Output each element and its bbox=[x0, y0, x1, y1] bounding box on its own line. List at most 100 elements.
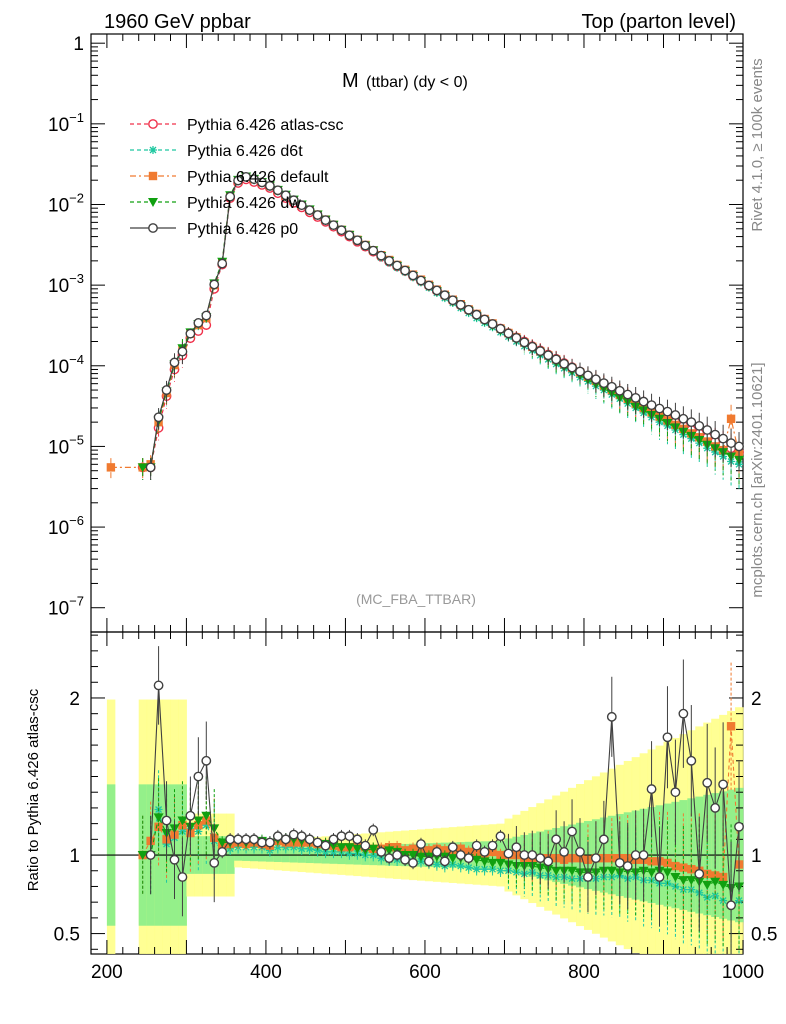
ratio-point bbox=[456, 862, 465, 871]
ratio-point bbox=[369, 851, 378, 860]
collider-label: 1960 GeV ppbar bbox=[104, 11, 251, 33]
data-point bbox=[439, 290, 450, 301]
ratio-point bbox=[511, 842, 522, 853]
ratio-point bbox=[217, 838, 228, 848]
data-point bbox=[328, 220, 339, 231]
rivet-label: Rivet 4.1.0, ≥ 100k events bbox=[749, 58, 766, 231]
ratio-point bbox=[344, 843, 355, 853]
ratio-point bbox=[535, 853, 546, 864]
data-point bbox=[145, 462, 156, 473]
data-point bbox=[670, 410, 681, 420]
data-point bbox=[201, 310, 212, 321]
data-point bbox=[535, 346, 546, 357]
data-point bbox=[408, 270, 418, 281]
ratio-series-p0 bbox=[145, 646, 744, 954]
ratio-point bbox=[376, 847, 387, 857]
data-point bbox=[638, 396, 649, 407]
y-tick-base: 10 bbox=[48, 437, 69, 458]
analysis-watermark: (MC_FBA_TTBAR) bbox=[356, 591, 476, 607]
ratio-point bbox=[495, 858, 506, 868]
data-point bbox=[312, 210, 323, 220]
ratio-point bbox=[408, 857, 418, 868]
data-point bbox=[567, 362, 577, 373]
y-tick-label: 10−7 bbox=[48, 594, 84, 620]
data-point bbox=[249, 174, 259, 185]
data-point bbox=[471, 309, 482, 320]
ratio-point bbox=[154, 822, 163, 831]
data-point bbox=[265, 180, 275, 191]
data-point bbox=[392, 260, 403, 271]
ratio-point bbox=[455, 850, 466, 860]
data-point bbox=[209, 279, 220, 290]
data-point bbox=[217, 258, 228, 269]
y-tick-exponent: −7 bbox=[69, 594, 84, 609]
ratio-point bbox=[265, 837, 275, 848]
data-point bbox=[551, 354, 562, 365]
data-point bbox=[296, 200, 307, 211]
y-tick-base: 10 bbox=[48, 357, 69, 378]
series-p0 bbox=[145, 171, 744, 480]
ratio-point bbox=[447, 854, 458, 864]
ratio-point bbox=[169, 854, 180, 865]
ratio-point bbox=[288, 829, 299, 840]
ratio-point bbox=[694, 868, 705, 879]
ratio-point bbox=[400, 854, 410, 865]
ratio-point bbox=[177, 872, 188, 882]
ratio-y-tick-label-right: 2 bbox=[751, 689, 762, 710]
data-point bbox=[591, 374, 601, 385]
ratio-point bbox=[479, 847, 490, 857]
ratio-point bbox=[559, 847, 569, 857]
ratio-point bbox=[384, 853, 395, 864]
y-tick-exponent: −5 bbox=[69, 432, 84, 447]
ratio-point bbox=[551, 834, 562, 845]
ratio-point bbox=[630, 850, 641, 860]
y-tick-base: 10 bbox=[48, 115, 69, 136]
data-point bbox=[304, 205, 315, 216]
ratio-point bbox=[463, 853, 474, 864]
data-point bbox=[193, 318, 204, 328]
ratio-point bbox=[702, 777, 713, 788]
process-label: Top (parton level) bbox=[581, 11, 736, 33]
ratio-point bbox=[137, 851, 148, 861]
ratio-point bbox=[201, 755, 212, 766]
ratio-point bbox=[614, 857, 625, 868]
ratio-point bbox=[272, 831, 283, 842]
data-point bbox=[376, 250, 387, 261]
ratio-point bbox=[153, 813, 164, 823]
legend-marker bbox=[149, 146, 157, 154]
y-tick-exponent: −4 bbox=[69, 352, 84, 367]
ratio-point bbox=[567, 866, 578, 876]
ratio-point bbox=[567, 826, 577, 837]
ratio-point bbox=[726, 722, 736, 731]
ratio-point bbox=[598, 834, 609, 845]
data-point bbox=[630, 392, 641, 403]
ratio-point bbox=[718, 880, 729, 890]
data-point bbox=[622, 389, 633, 400]
data-point bbox=[416, 275, 426, 286]
ratio-point bbox=[368, 825, 379, 835]
data-point bbox=[559, 358, 569, 369]
y-tick-label: 10−2 bbox=[48, 190, 84, 216]
ratio-point bbox=[726, 900, 736, 911]
ratio-point bbox=[471, 855, 482, 865]
ratio-point bbox=[471, 840, 482, 851]
data-point bbox=[352, 235, 363, 246]
x-tick-label: 800 bbox=[568, 962, 600, 983]
ratio-point bbox=[496, 866, 505, 875]
data-point bbox=[511, 332, 522, 343]
data-point bbox=[495, 323, 506, 334]
ratio-point bbox=[646, 868, 657, 878]
main-y-axis: 110−110−210−310−410−510−610−7 bbox=[48, 34, 744, 632]
ratio-point bbox=[185, 810, 196, 821]
ratio-point bbox=[734, 821, 744, 832]
data-point bbox=[583, 370, 593, 381]
data-point bbox=[694, 420, 705, 431]
y-tick-base: 10 bbox=[48, 276, 69, 297]
legend-entry-label: Pythia 6.426 dw bbox=[187, 195, 301, 212]
ratio-point bbox=[654, 872, 665, 882]
ratio-point bbox=[670, 787, 681, 798]
data-point bbox=[455, 299, 466, 310]
data-point bbox=[336, 225, 347, 236]
ratio-point bbox=[193, 816, 204, 826]
